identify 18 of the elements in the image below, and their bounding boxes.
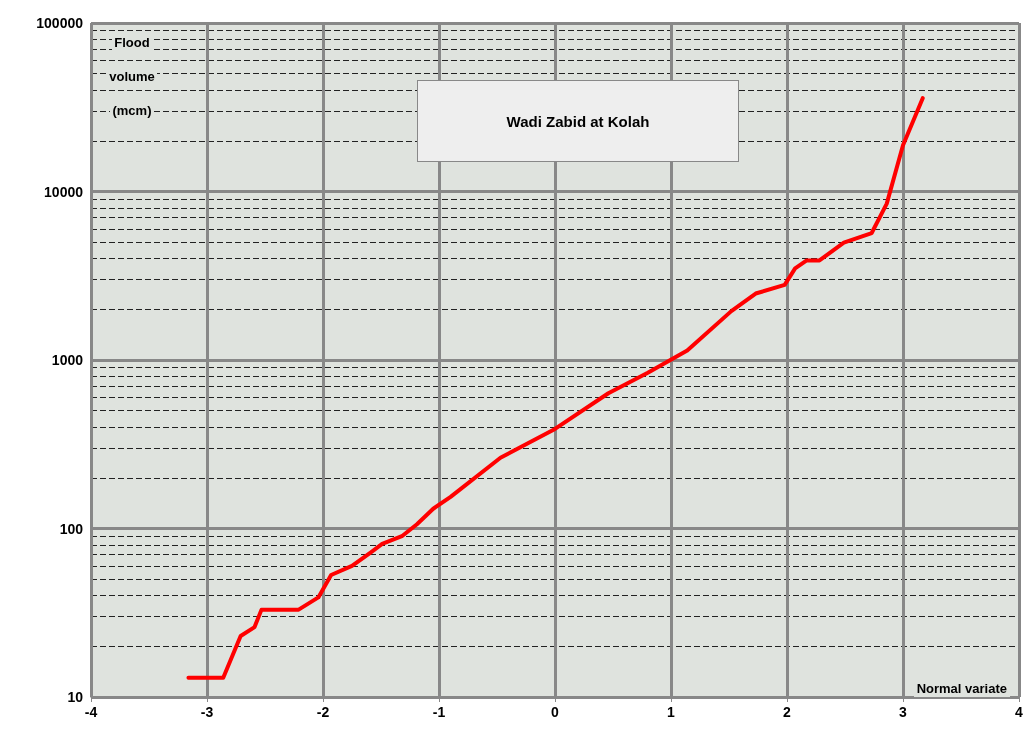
y-tick-label: 1000 <box>51 352 84 368</box>
x-axis-title: Normal variate <box>913 680 1010 697</box>
y-tick-label: 100 <box>59 520 84 537</box>
x-tick-label: 2 <box>783 704 792 720</box>
text: Flood volume (mcm) <box>109 35 155 118</box>
y-tick-label: 10 <box>67 689 84 705</box>
line-series <box>186 96 925 680</box>
x-tick-label: -1 <box>432 704 446 720</box>
x-tick-label: 1 <box>667 704 676 720</box>
x-tick-label: -4 <box>84 704 98 720</box>
x-tick-label: 0 <box>551 704 560 720</box>
title-box: Wadi Zabid at Kolah <box>417 80 739 162</box>
y-tick-label: 10000 <box>44 183 84 200</box>
x-tick-label: 3 <box>899 704 908 720</box>
y-tick-label: 100000 <box>36 15 84 31</box>
x-tick-label: -2 <box>316 704 330 720</box>
x-tick-label: -3 <box>200 704 214 720</box>
x-tick-label: 4 <box>1015 704 1024 720</box>
